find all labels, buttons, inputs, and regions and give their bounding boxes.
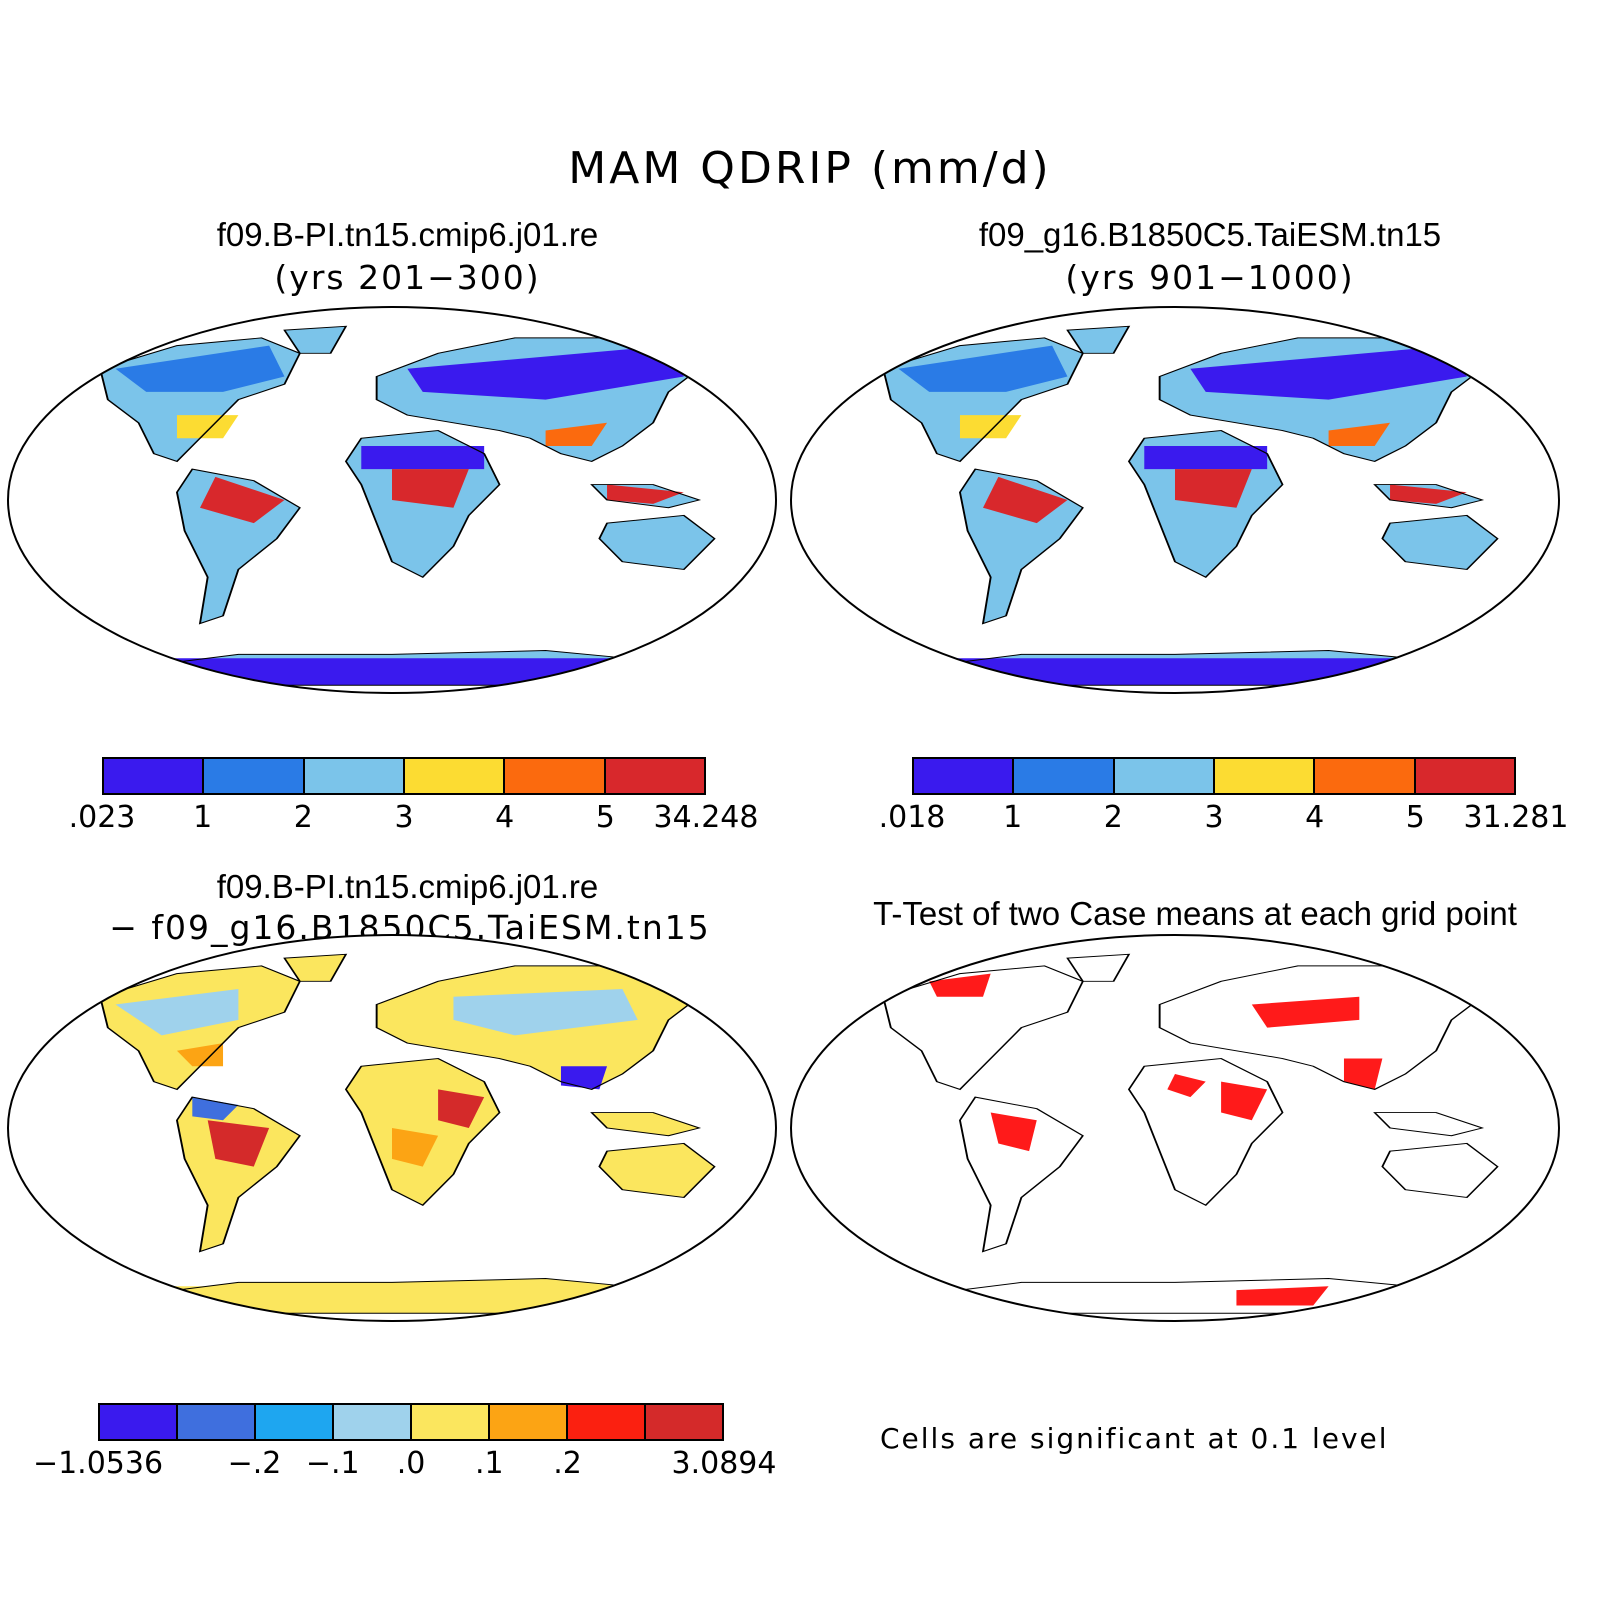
diff-colorbar-ticks: −1.0536 −.2 −.1 .0 .1 .2 3.0894	[33, 1446, 777, 1486]
colorbar-tick-label: .1	[474, 1446, 504, 1481]
ttest-map	[790, 934, 1560, 1322]
colorbar-segment	[304, 759, 405, 793]
colorbar-tick-label: 1	[193, 800, 213, 835]
figure-title: MAM QDRIP (mm/d)	[568, 143, 1052, 194]
case2-colorbar	[912, 757, 1516, 795]
case2-colorbar-ticks: .018 1 2 3 4 5 31.281	[879, 800, 1569, 840]
colorbar-tick-label: 4	[495, 800, 515, 835]
colorbar-segment	[1214, 759, 1316, 793]
case2-subtitle: (yrs 901−1000)	[1065, 258, 1355, 297]
colorbar-segment	[490, 1405, 568, 1439]
colorbar-tick-label: 5	[1405, 800, 1425, 835]
colorbar-tick-label: 5	[595, 800, 615, 835]
colorbar-tick-label: 34.248	[653, 800, 759, 835]
colorbar-segment	[256, 1405, 334, 1439]
colorbar-tick-label: 4	[1305, 800, 1325, 835]
colorbar-segment	[412, 1405, 490, 1439]
case2-map	[790, 306, 1560, 694]
colorbar-segment	[334, 1405, 412, 1439]
diff-colorbar	[98, 1403, 724, 1441]
colorbar-segment	[646, 1405, 722, 1439]
ttest-title: T-Test of two Case means at each grid po…	[873, 895, 1517, 932]
colorbar-tick-label: 3	[394, 800, 414, 835]
colorbar-segment	[100, 1405, 178, 1439]
colorbar-tick-label: 2	[1103, 800, 1123, 835]
colorbar-tick-label: .023	[68, 800, 136, 835]
colorbar-tick-label: .2	[553, 1446, 582, 1481]
colorbar-segment	[1315, 759, 1416, 793]
colorbar-segment	[1415, 759, 1514, 793]
colorbar-tick-label: .0	[396, 1446, 426, 1481]
colorbar-segment	[104, 759, 205, 793]
colorbar-segment	[1014, 759, 1115, 793]
case1-map	[7, 306, 777, 694]
colorbar-segment	[505, 759, 606, 793]
case1-colorbar-ticks: .023 1 2 3 4 5 34.248	[69, 800, 759, 840]
colorbar-tick-label: 3	[1204, 800, 1224, 835]
colorbar-tick-label: 2	[293, 800, 313, 835]
colorbar-segment	[1114, 759, 1215, 793]
colorbar-segment	[404, 759, 506, 793]
colorbar-segment	[178, 1405, 256, 1439]
colorbar-tick-label: .018	[878, 800, 946, 835]
case1-colorbar	[102, 757, 706, 795]
colorbar-tick-label: −.2	[227, 1446, 282, 1481]
diff-title: f09.B-PI.tn15.cmip6.j01.re	[216, 868, 599, 905]
case1-title: f09.B-PI.tn15.cmip6.j01.re	[216, 216, 599, 253]
colorbar-segment	[605, 759, 704, 793]
colorbar-segment	[914, 759, 1015, 793]
case1-subtitle: (yrs 201−300)	[274, 258, 541, 297]
colorbar-segment	[568, 1405, 646, 1439]
diff-map	[7, 934, 777, 1322]
colorbar-tick-label: 31.281	[1463, 800, 1569, 835]
colorbar-tick-label: −.1	[305, 1446, 360, 1481]
colorbar-tick-label: 1	[1003, 800, 1023, 835]
colorbar-segment	[204, 759, 305, 793]
case2-title: f09_g16.B1850C5.TaiESM.tn15	[978, 216, 1442, 253]
colorbar-tick-label: −1.0536	[32, 1446, 164, 1481]
colorbar-tick-label: 3.0894	[671, 1446, 777, 1481]
ttest-note: Cells are significant at 0.1 level	[880, 1422, 1389, 1455]
